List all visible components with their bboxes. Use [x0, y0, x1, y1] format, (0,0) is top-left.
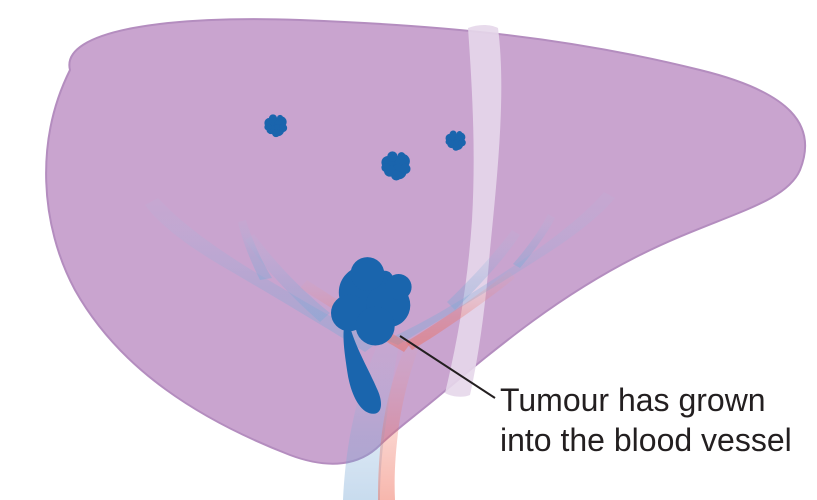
liver-diagram-container: Tumour has grown into the blood vessel: [0, 0, 817, 500]
tumour-annotation-text: Tumour has grown into the blood vessel: [500, 380, 800, 460]
